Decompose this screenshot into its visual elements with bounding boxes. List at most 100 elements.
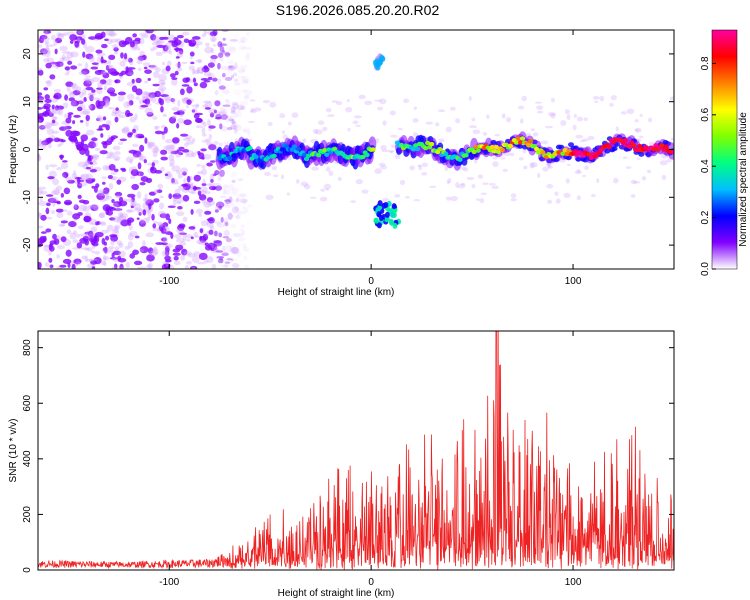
heatmap-cell [92,178,96,182]
heatmap-cell [203,121,207,128]
heatmap-cell [110,171,118,175]
heatmap-cell [145,177,153,184]
heatmap-cell [245,89,253,96]
heatmap-cell [178,146,185,150]
heatmap-cell [202,178,206,185]
heatmap-cell [176,50,184,58]
heatmap-cell [199,71,204,74]
heatmap-cell [622,156,628,160]
heatmap-cell [245,54,250,62]
heatmap-cell [181,61,188,65]
heatmap-cell [162,113,167,118]
heatmap-cell [191,109,196,113]
heatmap-cell [214,90,219,96]
heatmap-cell [518,156,524,161]
heatmap-cell [137,162,142,170]
heatmap-cell [346,99,350,103]
heatmap-cell [75,36,83,41]
heatmap-cell [588,155,594,161]
heatmap-cell [315,129,323,135]
heatmap-cell [70,130,79,137]
heatmap-cell [146,141,151,146]
heatmap-cell [109,217,116,221]
heatmap-cell [79,233,88,237]
heatmap-cell [39,235,46,243]
heatmap-cell [235,111,243,118]
heatmap-cell [76,30,84,36]
heatmap-cell [191,191,196,195]
heatmap-cell [224,76,233,81]
heatmap-cell [47,123,56,126]
heatmap-cell [193,200,201,204]
heatmap-cell [152,45,158,51]
heatmap-cell [147,78,151,81]
heatmap-cell [238,40,245,44]
heatmap-cell [390,144,397,148]
heatmap-cell [85,247,90,251]
heatmap-cell [89,161,94,165]
heatmap-cell [114,157,119,161]
line-chart-y-tick-label: 400 [22,450,33,467]
heatmap-cell [172,116,177,119]
heatmap-cell [205,42,210,47]
heatmap-cell [228,116,236,120]
heatmap-cell [38,225,44,229]
heatmap-cell [213,109,217,114]
heatmap-cell [182,77,190,83]
heatmap-cell [147,211,152,219]
heatmap-cell [39,48,48,55]
heatmap-cell [48,164,58,168]
heatmap-cell [98,212,105,218]
heatmap-cell [143,159,147,164]
heatmap-cell [149,93,156,98]
heatmap-cell [355,179,363,185]
heatmap-cell [40,231,47,234]
heatmap-cell [325,166,331,172]
heatmap-cell [170,181,180,185]
heatmap-cell [118,215,127,221]
heatmap-cell [233,111,238,120]
heatmap-cell [83,215,91,223]
heatmap-cell [238,178,244,182]
heatmap-cell [85,178,95,184]
heatmap-cell [112,216,121,223]
heatmap-cell [257,158,263,163]
heatmap-cell [65,81,74,88]
heatmap-cell [528,138,534,144]
heatmap-cell [547,165,553,169]
heatmap-cell [59,264,67,268]
heatmap-cell [88,222,94,225]
heatmap-cell [142,209,147,216]
heatmap-cell [203,201,212,208]
heatmap-cell [102,181,106,185]
heatmap-cell [210,58,217,64]
heatmap-cell [183,38,190,44]
heatmap-cell [146,208,150,215]
heatmap-cell [172,193,182,200]
heatmap-cell [44,121,53,129]
heatmap-cell [145,199,154,207]
heatmap-cell [414,146,421,152]
heatmap-cell [394,193,401,198]
heatmap-cell [109,152,113,157]
heatmap-cell [197,188,201,192]
heatmap-cell [160,149,168,155]
heatmap-cell [447,178,452,183]
heatmap-cell [38,119,42,123]
heatmap-cell [88,231,95,239]
heatmap-cell [210,222,214,229]
heatmap-cell [144,69,152,74]
heatmap-cell [85,86,94,91]
heatmap-cell [38,67,43,72]
heatmap-cell [132,128,136,134]
heatmap-cell [231,120,237,125]
heatmap-cell [188,65,195,71]
heatmap-cell [132,154,138,159]
heatmap-cell [458,183,466,189]
heatmap-cell [232,232,241,238]
heatmap-cell [118,211,124,218]
heatmap-cell [572,149,578,154]
heatmap-cell [41,124,51,130]
heatmap-cell [199,81,208,89]
heatmap-cell [108,30,116,38]
